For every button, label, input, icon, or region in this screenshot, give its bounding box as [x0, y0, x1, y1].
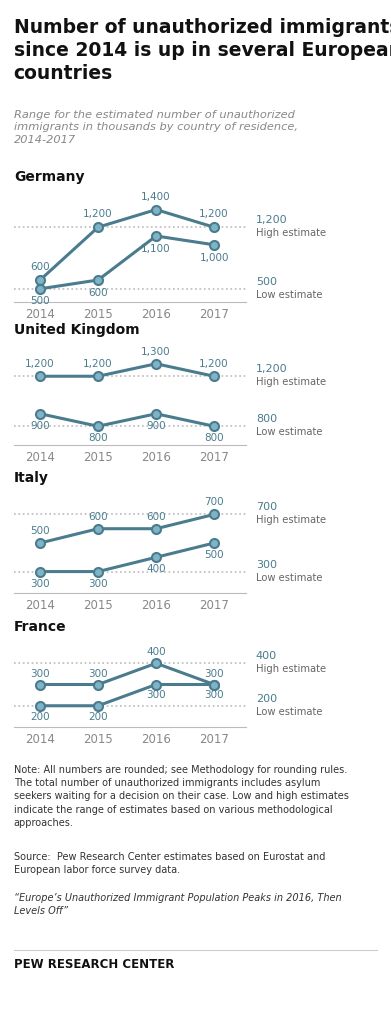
Text: 1,200: 1,200 [83, 359, 113, 370]
Text: Range for the estimated number of unauthorized
immigrants in thousands by countr: Range for the estimated number of unauth… [14, 110, 298, 145]
Text: Source:  Pew Research Center estimates based on Eurostat and
European labor forc: Source: Pew Research Center estimates ba… [14, 852, 325, 876]
Text: 600: 600 [30, 262, 50, 272]
Text: “Europe’s Unauthorized Immigrant Population Peaks in 2016, Then
Levels Off”: “Europe’s Unauthorized Immigrant Populat… [14, 893, 341, 916]
Text: 300: 300 [146, 690, 166, 700]
Text: 1,100: 1,100 [141, 244, 171, 254]
Text: 300: 300 [256, 559, 277, 569]
Text: High estimate: High estimate [256, 515, 326, 525]
Text: 300: 300 [204, 690, 224, 700]
Text: High estimate: High estimate [256, 665, 326, 674]
Text: High estimate: High estimate [256, 377, 326, 387]
Text: High estimate: High estimate [256, 228, 326, 239]
Text: 300: 300 [88, 669, 108, 679]
Text: 900: 900 [30, 421, 50, 431]
Text: 600: 600 [88, 512, 108, 521]
Text: Number of unauthorized immigrants
since 2014 is up in several European
countries: Number of unauthorized immigrants since … [14, 18, 391, 83]
Text: Low estimate: Low estimate [256, 427, 322, 437]
Text: 400: 400 [146, 647, 166, 657]
Text: 700: 700 [256, 503, 277, 512]
Text: 500: 500 [30, 526, 50, 536]
Text: 500: 500 [30, 297, 50, 306]
Text: 600: 600 [88, 288, 108, 298]
Text: 400: 400 [256, 651, 277, 662]
Text: 600: 600 [146, 512, 166, 521]
Text: France: France [14, 620, 66, 634]
Text: PEW RESEARCH CENTER: PEW RESEARCH CENTER [14, 958, 174, 972]
Text: 700: 700 [204, 498, 224, 508]
Text: 800: 800 [256, 414, 277, 424]
Text: 200: 200 [256, 693, 277, 703]
Text: 200: 200 [88, 712, 108, 722]
Text: 1,000: 1,000 [199, 253, 229, 262]
Text: 900: 900 [146, 421, 166, 431]
Text: 800: 800 [88, 433, 108, 443]
Text: 1,200: 1,200 [25, 359, 55, 370]
Text: 500: 500 [256, 276, 277, 287]
Text: 500: 500 [204, 550, 224, 560]
Text: Low estimate: Low estimate [256, 572, 322, 583]
Text: 1,200: 1,200 [256, 365, 287, 374]
Text: Germany: Germany [14, 170, 84, 184]
Text: 1,300: 1,300 [141, 347, 171, 356]
Text: 1,200: 1,200 [83, 210, 113, 219]
Text: 800: 800 [204, 433, 224, 443]
Text: 400: 400 [146, 564, 166, 574]
Text: 1,200: 1,200 [256, 215, 287, 225]
Text: 300: 300 [30, 579, 50, 589]
Text: 1,200: 1,200 [199, 359, 229, 370]
Text: Italy: Italy [14, 471, 49, 484]
Text: Low estimate: Low estimate [256, 290, 322, 300]
Text: 1,400: 1,400 [141, 191, 171, 202]
Text: 300: 300 [204, 669, 224, 679]
Text: Note: All numbers are rounded; see Methodology for rounding rules.
The total num: Note: All numbers are rounded; see Metho… [14, 765, 348, 827]
Text: 1,200: 1,200 [199, 210, 229, 219]
Text: 300: 300 [30, 669, 50, 679]
Text: Low estimate: Low estimate [256, 707, 322, 717]
Text: 200: 200 [30, 712, 50, 722]
Text: United Kingdom: United Kingdom [14, 323, 140, 337]
Text: 300: 300 [88, 579, 108, 589]
